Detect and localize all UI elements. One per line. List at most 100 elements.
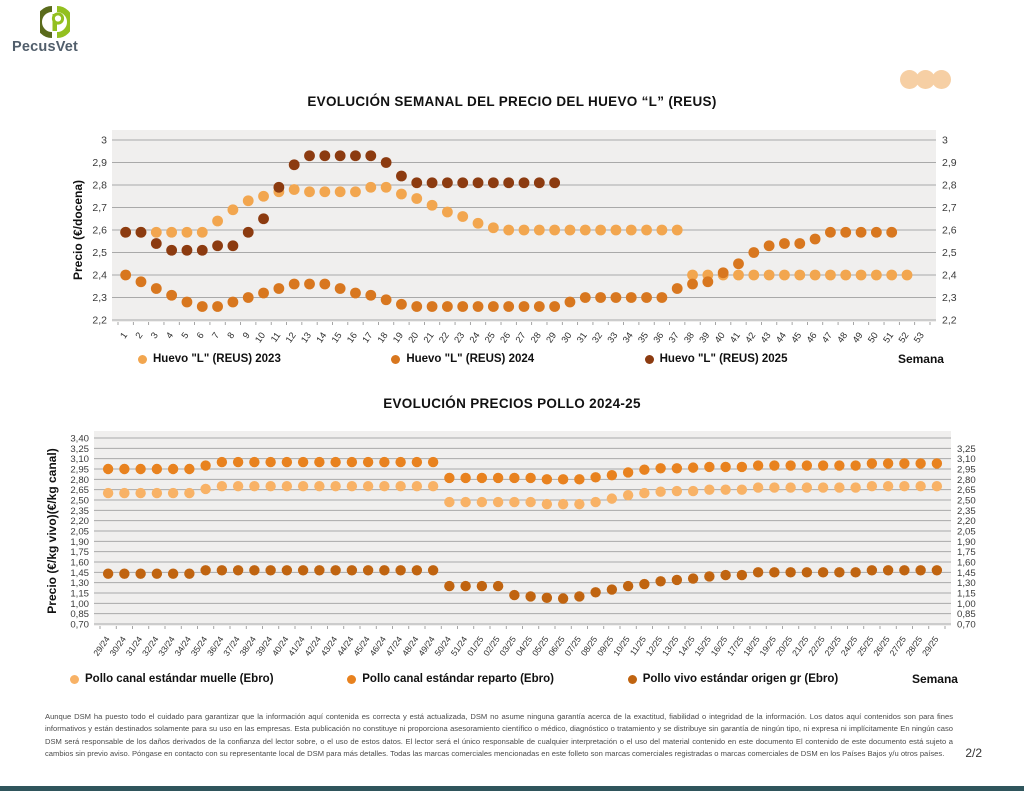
legend-label: Huevo "L" (REUS) 2025	[659, 353, 788, 365]
svg-text:35/24: 35/24	[189, 634, 210, 658]
svg-text:2,3: 2,3	[92, 292, 107, 304]
svg-text:2,20: 2,20	[70, 516, 89, 527]
svg-text:2,3: 2,3	[942, 292, 957, 304]
svg-text:27: 27	[514, 330, 528, 344]
svg-text:53: 53	[912, 330, 926, 344]
svg-text:38: 38	[682, 330, 696, 344]
svg-text:21/25: 21/25	[790, 634, 811, 658]
x-axis-title-pollo: Semana	[911, 672, 958, 686]
svg-text:2,95: 2,95	[70, 465, 89, 476]
svg-text:8: 8	[225, 330, 236, 340]
svg-text:45/24: 45/24	[351, 634, 372, 658]
svg-text:36: 36	[651, 330, 665, 344]
svg-text:1,90: 1,90	[70, 537, 89, 548]
legend-item: Pollo vivo estándar origen gr (Ebro)	[627, 673, 839, 685]
legend-label: Pollo canal estándar muelle (Ebro)	[85, 673, 274, 685]
legend-color-dot	[347, 674, 357, 684]
svg-text:3: 3	[149, 330, 160, 340]
svg-text:2,20: 2,20	[957, 516, 976, 527]
svg-text:1,90: 1,90	[957, 537, 976, 548]
footer-bar	[0, 786, 1024, 791]
pollo-chart-legend: Pollo canal estándar muelle (Ebro) Pollo …	[70, 670, 958, 688]
svg-text:3,10: 3,10	[70, 454, 89, 465]
legend-item: Huevo "L" (REUS) 2023	[138, 353, 281, 365]
svg-text:2,8: 2,8	[92, 180, 107, 192]
svg-text:18/25: 18/25	[741, 634, 762, 658]
svg-text:3,25: 3,25	[70, 444, 89, 455]
svg-text:38/24: 38/24	[237, 634, 258, 658]
huevo-chart-title: EVOLUCIÓN SEMANAL DEL PRECIO DEL HUEVO “…	[307, 94, 717, 109]
svg-text:44/24: 44/24	[335, 634, 356, 658]
decorative-dots-icon	[900, 70, 951, 89]
svg-text:47/24: 47/24	[384, 634, 405, 658]
svg-text:2,4: 2,4	[92, 270, 107, 282]
svg-text:28: 28	[529, 330, 543, 344]
svg-text:02/25: 02/25	[481, 634, 502, 658]
svg-text:2,2: 2,2	[92, 315, 107, 327]
svg-text:23: 23	[452, 330, 466, 344]
svg-text:16/25: 16/25	[709, 634, 730, 658]
svg-text:20/25: 20/25	[774, 634, 795, 658]
svg-text:40/24: 40/24	[270, 634, 291, 658]
svg-text:43/24: 43/24	[319, 634, 340, 658]
svg-text:1,60: 1,60	[957, 558, 976, 569]
disclaimer-text: Aunque DSM ha puesto todo el cuidado par…	[45, 712, 953, 758]
svg-text:1,15: 1,15	[957, 589, 976, 600]
svg-text:11: 11	[269, 330, 283, 344]
svg-text:32/24: 32/24	[140, 634, 161, 658]
legend-item: Huevo "L" (REUS) 2025	[644, 353, 788, 365]
svg-text:31: 31	[575, 330, 589, 344]
svg-text:16: 16	[345, 330, 359, 344]
svg-text:49: 49	[851, 330, 865, 344]
svg-text:2,6: 2,6	[92, 225, 107, 237]
svg-text:2,05: 2,05	[70, 527, 89, 538]
svg-text:33: 33	[605, 330, 619, 344]
huevo-chart-legend: Huevo "L" (REUS) 2023 Huevo "L" (REUS) 20…	[138, 350, 944, 368]
svg-text:26: 26	[498, 330, 512, 344]
svg-text:2,65: 2,65	[957, 485, 976, 496]
x-axis-title-huevo: Semana	[897, 352, 944, 366]
svg-text:0,70: 0,70	[957, 620, 976, 631]
svg-text:46: 46	[805, 330, 819, 344]
legend-color-dot	[644, 354, 654, 364]
svg-text:3,10: 3,10	[957, 454, 976, 465]
svg-text:15: 15	[330, 330, 344, 344]
legend-label: Huevo "L" (REUS) 2024	[406, 353, 535, 365]
svg-text:36/24: 36/24	[205, 634, 226, 658]
svg-text:42/24: 42/24	[302, 634, 323, 658]
svg-text:39: 39	[697, 330, 711, 344]
svg-text:50/24: 50/24	[432, 634, 453, 658]
svg-text:44: 44	[774, 330, 788, 344]
legend-label: Pollo vivo estándar origen gr (Ebro)	[642, 673, 839, 685]
svg-text:22: 22	[437, 330, 451, 344]
legend-item: Huevo "L" (REUS) 2024	[391, 353, 534, 365]
svg-text:15/25: 15/25	[692, 634, 713, 658]
svg-text:2,9: 2,9	[942, 157, 957, 169]
svg-text:33/24: 33/24	[156, 634, 177, 658]
svg-text:43: 43	[759, 330, 773, 344]
svg-text:2,50: 2,50	[70, 496, 89, 507]
svg-text:19: 19	[391, 330, 405, 344]
svg-text:13/25: 13/25	[660, 634, 681, 658]
svg-text:2,05: 2,05	[957, 527, 976, 538]
svg-text:34: 34	[621, 330, 635, 344]
svg-text:32: 32	[590, 330, 604, 344]
svg-text:52: 52	[897, 330, 911, 344]
brand-block: PecusVet	[10, 6, 100, 55]
svg-text:2,80: 2,80	[70, 475, 89, 486]
svg-text:2,65: 2,65	[70, 485, 89, 496]
svg-text:9: 9	[241, 330, 252, 340]
svg-text:2,6: 2,6	[942, 225, 957, 237]
svg-text:12/25: 12/25	[644, 634, 665, 658]
svg-text:45: 45	[789, 330, 803, 344]
svg-text:0,70: 0,70	[70, 620, 89, 631]
svg-text:40: 40	[713, 330, 727, 344]
svg-text:24/25: 24/25	[839, 634, 860, 658]
svg-text:Precio (€/kg vivo)(€/kg canal): Precio (€/kg vivo)(€/kg canal)	[45, 448, 59, 613]
svg-text:14/25: 14/25	[676, 634, 697, 658]
svg-text:25/25: 25/25	[855, 634, 876, 658]
svg-text:35: 35	[636, 330, 650, 344]
svg-text:2,7: 2,7	[942, 202, 957, 214]
svg-text:20: 20	[406, 330, 420, 344]
